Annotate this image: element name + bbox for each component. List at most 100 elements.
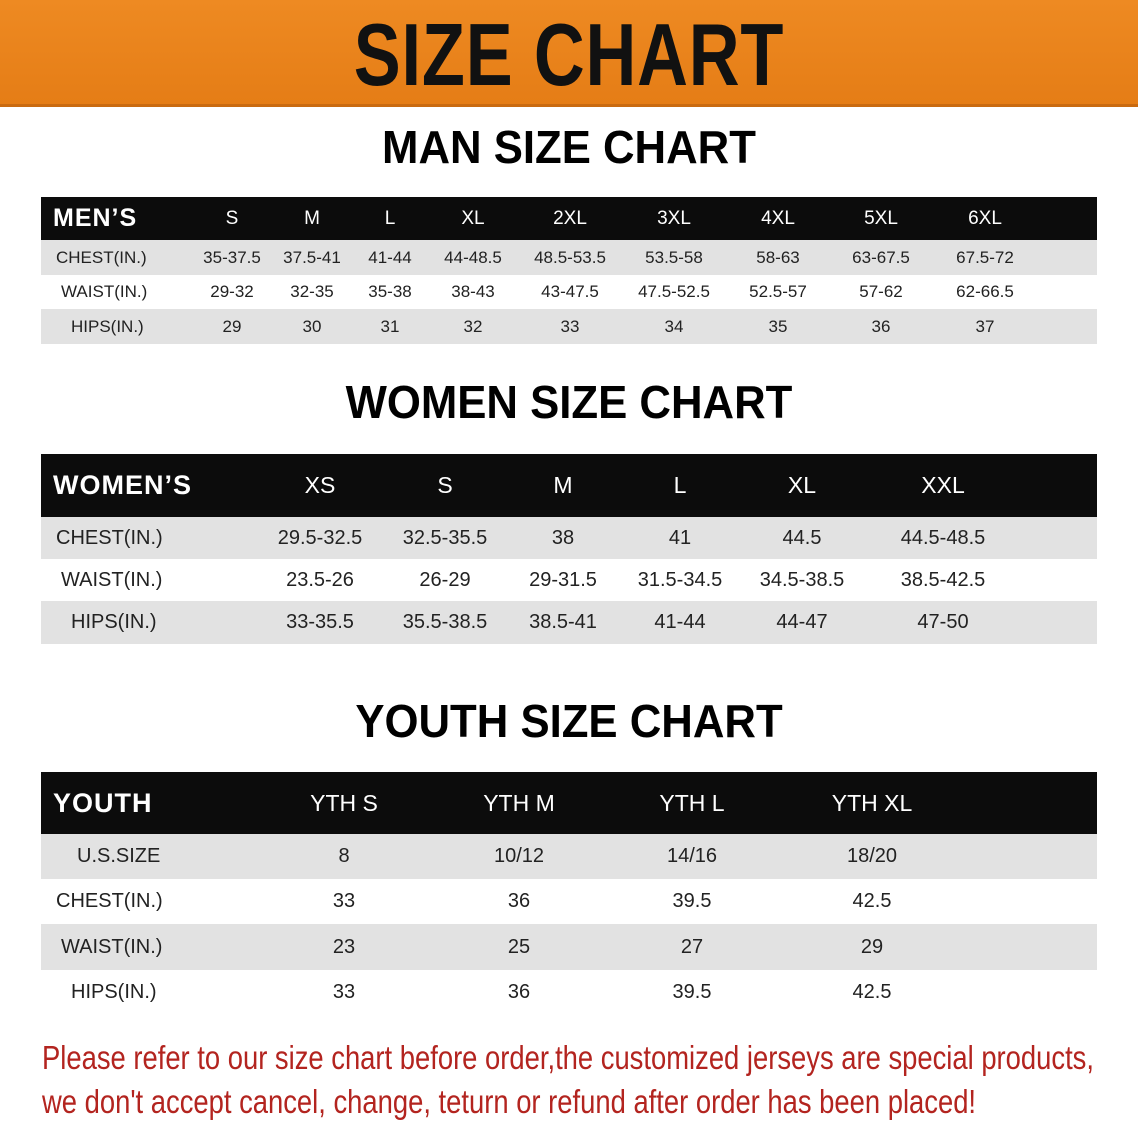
size-column-header: L [673,472,687,498]
youth-header-row: YOUTH YTH S YTH M YTH L YTH XL [41,772,1097,834]
women-header-label: WOMEN’S [53,470,192,500]
table-cell: 38.5-41 [529,611,597,633]
table-row: HIPS(IN.) 33-35.5 35.5-38.5 38.5-41 41-44 44-… [41,601,1097,644]
table-cell: 29-32 [210,282,254,301]
men-size-table: MEN’S S M L XL 2XL 3XL 4XL 5XL 6XL CHEST(IN.) 35-37… [41,197,1097,344]
men-header-row: MEN’S S M L XL 2XL 3XL 4XL 5XL 6XL [41,197,1097,240]
table-row: CHEST(IN.) 29.5-32.5 32.5-35.5 38 41 44.5 44.5… [41,517,1097,559]
notice-line-1: Please refer to our size chart before or… [42,1039,1094,1076]
table-cell: 32-35 [290,282,334,301]
women-size-table: WOMEN’S XS S M L XL XXL CHEST(IN.) 29.5-32.5 32.5… [41,454,1097,644]
table-cell: 38.5-42.5 [900,568,986,591]
table-cell: 36 [507,981,531,1003]
row-label: HIPS(IN.) [71,611,157,633]
table-cell: 31 [380,316,400,336]
table-cell: 57-62 [859,282,903,301]
table-cell: 29 [222,316,242,336]
table-cell: 37 [975,316,995,336]
table-cell: 44-48.5 [444,247,502,267]
row-label: CHEST(IN.) [56,247,147,267]
table-cell: 52.5-57 [749,282,807,301]
notice-line-2: we don't accept cancel, change, teturn o… [42,1083,977,1120]
size-column-header: S [225,207,239,229]
table-cell: 39.5 [672,981,712,1003]
table-cell: 33 [332,890,356,912]
table-cell: 32.5-35.5 [402,526,488,549]
order-notice: Please refer to our size chart before or… [42,1036,1121,1124]
row-label: HIPS(IN.) [71,981,157,1003]
row-label: WAIST(IN.) [61,935,163,958]
size-column-header: YTH XL [831,789,913,816]
size-column-header: XL [461,207,485,229]
table-cell: 27 [680,935,704,958]
table-cell: 63-67.5 [852,247,910,267]
table-row: WAIST(IN.) 23 25 27 29 [41,924,1097,970]
table-cell: 8 [338,845,350,867]
table-cell: 10/12 [493,845,545,867]
table-cell: 14/16 [666,845,718,867]
size-column-header: 4XL [761,207,795,229]
table-cell: 44.5 [782,526,822,549]
table-cell: 33 [560,316,580,336]
size-column-header: 5XL [864,207,898,229]
youth-size-table: YOUTH YTH S YTH M YTH L YTH XL U.S.SIZE 8 10/12… [41,772,1097,1015]
table-cell: 42.5 [852,981,892,1003]
size-column-header: XL [787,472,817,498]
table-cell: 29 [860,935,884,958]
size-chart-banner: SIZE CHART [0,0,1138,107]
size-column-header: L [384,207,396,229]
table-cell: 44.5-48.5 [900,526,986,549]
row-label: WAIST(IN.) [61,282,148,301]
table-cell: 35 [768,316,788,336]
men-header-label: MEN’S [53,204,138,232]
table-cell: 23.5-26 [286,568,354,591]
table-cell: 58-63 [756,247,800,267]
table-row: HIPS(IN.) 33 36 39.5 42.5 [41,970,1097,1015]
size-column-header: 6XL [968,207,1002,229]
table-cell: 39.5 [672,890,712,912]
size-column-header: YTH L [659,789,725,816]
table-row: CHEST(IN.) 33 36 39.5 42.5 [41,879,1097,924]
size-column-header: 3XL [657,207,691,229]
table-cell: 36 [507,890,531,912]
youth-header-label: YOUTH [53,787,153,818]
size-column-header: M [553,472,573,498]
table-cell: 47-50 [917,611,969,633]
table-cell: 32 [463,316,483,336]
table-cell: 35-37.5 [203,247,261,267]
size-column-header: S [437,472,453,498]
table-cell: 37.5-41 [283,247,341,267]
size-column-header: M [304,207,320,229]
table-cell: 43-47.5 [541,282,599,301]
table-cell: 38 [551,526,575,549]
table-cell: 35-38 [368,282,412,301]
table-cell: 33-35.5 [286,611,354,633]
table-cell: 34.5-38.5 [759,568,845,591]
table-cell: 48.5-53.5 [534,247,606,267]
table-cell: 33 [332,981,356,1003]
table-cell: 47.5-52.5 [638,282,710,301]
size-column-header: YTH S [310,789,378,816]
table-cell: 41-44 [654,611,706,633]
table-cell: 36 [871,316,891,336]
row-label: WAIST(IN.) [61,568,163,591]
table-cell: 31.5-34.5 [637,568,723,591]
table-cell: 23 [332,935,356,958]
table-cell: 53.5-58 [645,247,703,267]
table-cell: 41-44 [368,247,412,267]
table-cell: 30 [302,316,322,336]
table-cell: 26-29 [419,568,471,591]
table-row: U.S.SIZE 8 10/12 14/16 18/20 [41,834,1097,879]
row-label: CHEST(IN.) [56,890,163,912]
row-label: CHEST(IN.) [56,526,163,549]
table-row: WAIST(IN.) 29-32 32-35 35-38 38-43 43-47.5 47.… [41,275,1097,309]
table-cell: 29-31.5 [529,568,597,591]
size-column-header: YTH M [483,789,555,816]
table-cell: 41 [668,526,692,549]
table-row: HIPS(IN.) 29 30 31 32 33 34 35 36 37 [41,309,1097,344]
table-cell: 29.5-32.5 [277,526,363,549]
table-cell: 62-66.5 [956,282,1014,301]
table-row: WAIST(IN.) 23.5-26 26-29 29-31.5 31.5-34.5 34… [41,559,1097,601]
row-label: HIPS(IN.) [71,316,144,336]
table-cell: 67.5-72 [956,247,1014,267]
